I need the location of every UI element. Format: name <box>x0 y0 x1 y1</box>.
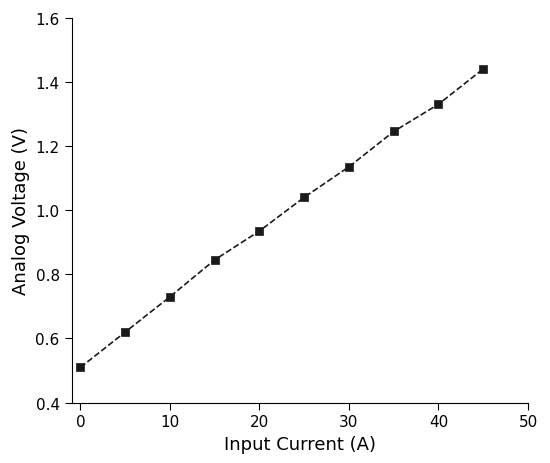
Y-axis label: Analog Voltage (V): Analog Voltage (V) <box>12 127 30 294</box>
X-axis label: Input Current (A): Input Current (A) <box>224 435 376 453</box>
